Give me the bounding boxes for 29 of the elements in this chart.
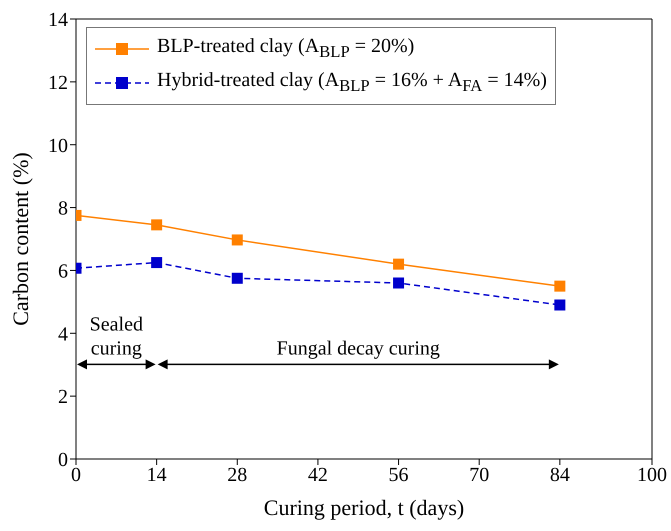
annotation: Fungal decay curing (276, 337, 440, 360)
y-tick-label: 10 (48, 134, 68, 157)
y-tick-label: 14 (48, 9, 68, 32)
point (393, 278, 404, 288)
y-tick-label: 4 (58, 323, 68, 346)
x-tick-label: 42 (308, 464, 328, 486)
point (151, 219, 162, 230)
point (232, 234, 243, 246)
x-tick-label: 70 (469, 464, 490, 486)
annotation: Sealed curing (90, 313, 143, 360)
y-tick-label: 12 (48, 72, 68, 94)
y-tick-label: 8 (58, 198, 68, 220)
legend-label: Hybrid-treated clay (A$_{BLP}$ = 16% + A$_{FA}$ = 14%) (157, 68, 547, 97)
x-tick-label: 56 (388, 464, 409, 486)
y-tick-label: 0 (58, 449, 68, 472)
x-tick-label: 14 (146, 464, 167, 486)
x-axis-title: Curing period, t (days) (264, 495, 464, 520)
x-tick-label: 28 (227, 464, 248, 486)
point (554, 280, 566, 292)
x-tick-label: 100 (637, 464, 667, 486)
point (151, 257, 162, 268)
point (393, 258, 404, 270)
legend-label: BLP-treated clay (A$_{BLP}$ = 20%) (157, 34, 414, 63)
point (232, 272, 243, 284)
y-tick-label: 2 (58, 386, 68, 408)
point (554, 300, 566, 310)
y-axis-title: Carbon content (%) (8, 152, 33, 326)
x-tick-label: 84 (550, 464, 570, 486)
y-tick-label: 6 (58, 260, 68, 283)
